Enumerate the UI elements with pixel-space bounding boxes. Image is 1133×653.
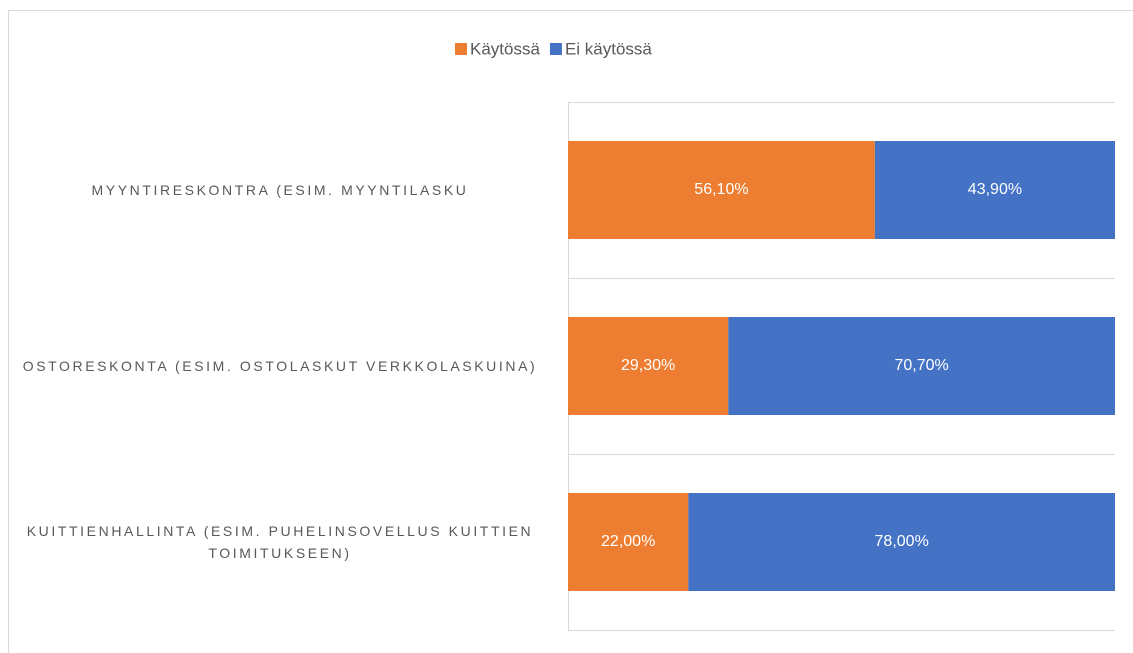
value-label: 22,00%: [601, 533, 655, 550]
bar-segment: [688, 493, 1115, 591]
bar-segment: [568, 317, 729, 415]
value-label: 70,70%: [895, 357, 949, 374]
bar-segment: [728, 317, 1115, 415]
value-label: 29,30%: [621, 357, 675, 374]
legend-label: Käytössä: [470, 39, 540, 58]
value-label: 78,00%: [875, 533, 929, 550]
category-label: MYYNTIRESKONTRA (ESIM. MYYNTILASKU: [91, 182, 469, 198]
value-label: 43,90%: [968, 181, 1022, 198]
category-label: KUITTIENHALLINTA (ESIM. PUHELINSOVELLUS …: [26, 523, 534, 561]
category-label: OSTORESKONTA (ESIM. OSTOLASKUT VERKKOLAS…: [22, 358, 538, 374]
value-label: 56,10%: [694, 181, 748, 198]
legend-swatch: [549, 43, 562, 55]
bar-segment: [568, 141, 875, 239]
chart-border: [8, 10, 1133, 653]
legend-swatch: [455, 43, 467, 55]
legend-label: Ei käytössä: [565, 39, 652, 58]
bar-segment: [568, 493, 689, 591]
bar-segment: [874, 141, 1115, 239]
